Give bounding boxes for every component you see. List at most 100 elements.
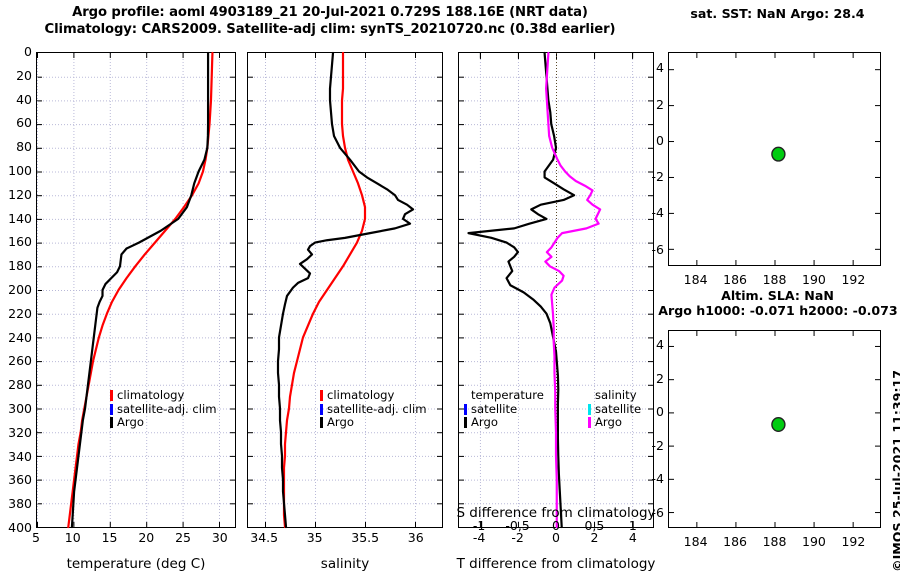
temperature-axis-label: temperature (deg C) [66,556,206,572]
sst-lon-tick-190: 190 [802,272,826,287]
sst-lat-tick-2: 2 [656,96,664,112]
temperature-satellite-swatch-icon [464,403,467,415]
sst-lon-tick-184: 184 [683,272,708,287]
sla-lon-tick-186: 186 [723,534,747,549]
difference-legend-salinity: salinity satellite Argo [588,389,654,433]
sla-lat-tick-0: 0 [656,404,664,420]
depth-tick-380: 380 [8,496,32,512]
salinity-satellite-swatch-icon [588,403,591,415]
depth-tick-340: 340 [8,448,32,464]
climatology-swatch-icon [320,390,323,402]
depth-tick-240: 240 [8,329,32,345]
sla-lon-tick-188: 188 [762,534,787,549]
tdiff-tick-2: 2 [590,530,599,545]
legend-item-satellite-adj-clim: satellite-adj. clim [110,401,217,417]
sst-lat-tick--2: -2 [651,169,664,185]
sla-map-title-line1: Altim. SLA: NaN [721,288,834,303]
salinity-profile-plot[interactable] [247,51,443,529]
sst-map-canvas [669,53,880,265]
depth-tick-40: 40 [16,91,32,107]
temperature-tick-5: 5 [32,530,40,545]
depth-tick-120: 120 [8,186,32,202]
sla-lon-tick-190: 190 [802,534,826,549]
legend-item-temperature-satellite: satellite [464,401,544,417]
sla-map-canvas [669,331,880,527]
depth-tick-300: 300 [8,401,32,416]
sla-lon-tick-192: 192 [841,534,866,549]
legend-label: satellite-adj. clim [117,401,217,416]
sla-lat-tick-2: 2 [656,370,664,386]
legend-label: satellite [595,401,642,416]
sla-map-plot[interactable] [668,330,881,528]
legend-label: Argo [471,415,498,430]
difference-profile-canvas [459,51,653,529]
argo-swatch-icon [320,417,323,429]
figure-title: Argo profile: aoml 4903189_21 20-Jul-202… [0,4,660,38]
salinity-tick-34.5: 34.5 [250,530,279,545]
legend-label: climatology [117,389,185,402]
sla-map-title-line2: Argo h1000: -0.071 h2000: -0.073 [658,303,898,318]
sla-lon-tick-184: 184 [683,534,708,549]
salinity-axis-label: salinity [320,556,370,572]
sla-lat-tick--4: -4 [651,471,664,487]
legend-item-satellite-adj-clim: satellite-adj. clim [320,401,427,417]
legend-item-salinity-satellite: satellite [588,401,642,417]
depth-tick-80: 80 [16,139,32,155]
satellite-adj-clim-swatch-icon [320,403,323,415]
difference-legend-temperature: temperature satellite Argo [464,389,556,433]
legend-header-temperature: temperature [471,389,544,402]
sdiff-tick-4: 1 [628,518,637,533]
legend-label: satellite-adj. clim [327,401,427,416]
legend-item-climatology: climatology [110,389,217,403]
legend-label: Argo [327,415,354,430]
depth-tick-320: 320 [8,424,32,440]
legend-item-argo: Argo [320,416,427,430]
legend-label: satellite [471,401,518,416]
depth-tick-280: 280 [8,377,32,393]
temperature-tick-25: 25 [175,530,191,545]
legend-item-climatology: climatology [320,389,427,403]
legend-item-argo: Argo [110,416,217,430]
salinity-argo-swatch-icon [588,417,591,429]
figure-title-line2: Climatology: CARS2009. Satellite-adj cli… [44,22,616,37]
depth-tick-220: 220 [8,305,32,321]
depth-tick-180: 180 [8,258,32,274]
depth-tick-20: 20 [16,67,32,83]
temperature-tick-20: 20 [138,530,155,545]
depth-tick-60: 60 [16,115,32,131]
sdiff-tick-3: 0,5 [584,518,605,533]
temperature-profile-plot[interactable] [36,51,236,529]
satellite-adj-clim-swatch-icon [110,403,113,415]
difference-profile-plot[interactable] [458,51,654,529]
depth-tick-160: 160 [8,234,32,250]
tdiff-tick--4: -4 [472,530,486,545]
sdiff-tick-0: -1 [472,518,486,533]
tdiff-tick--2: -2 [511,530,524,545]
legend-header-salinity: salinity [595,389,637,402]
salinity-tick-36: 36 [407,530,424,545]
depth-tick-100: 100 [8,163,32,178]
sdiff-tick-1: -0,5 [505,518,530,533]
salinity-tick-35.5: 35.5 [351,530,380,545]
depth-tick-200: 200 [8,282,32,297]
sst-lon-tick-188: 188 [762,272,787,287]
sst-lon-tick-186: 186 [723,272,747,287]
temperature-legend: climatology satellite-adj. clim Argo [110,389,236,433]
legend-label: Argo [117,415,144,430]
sst-map-title: sat. SST: NaN Argo: 28.4 [690,6,865,21]
legend-item-temperature-argo: Argo [464,416,544,430]
depth-tick-360: 360 [8,472,32,488]
salinity-legend: climatology satellite-adj. clim Argo [320,389,443,433]
legend-item-salinity-argo: Argo [588,416,641,430]
tdiff-tick-0: 0 [552,530,560,545]
sst-map-plot[interactable] [668,52,881,266]
temperature-tick-30: 30 [211,530,228,545]
argo-swatch-icon [110,417,113,429]
climatology-swatch-icon [110,390,113,402]
imos-credit: ©IMOS 25-Jul-2021 11:39:17 [890,369,900,572]
sst-lat-tick--6: -6 [651,241,664,257]
sdiff-tick-2: 0 [552,518,560,533]
temperature-argo-swatch-icon [464,417,467,429]
depth-tick-140: 140 [8,210,32,226]
sst-lon-tick-192: 192 [841,272,866,287]
